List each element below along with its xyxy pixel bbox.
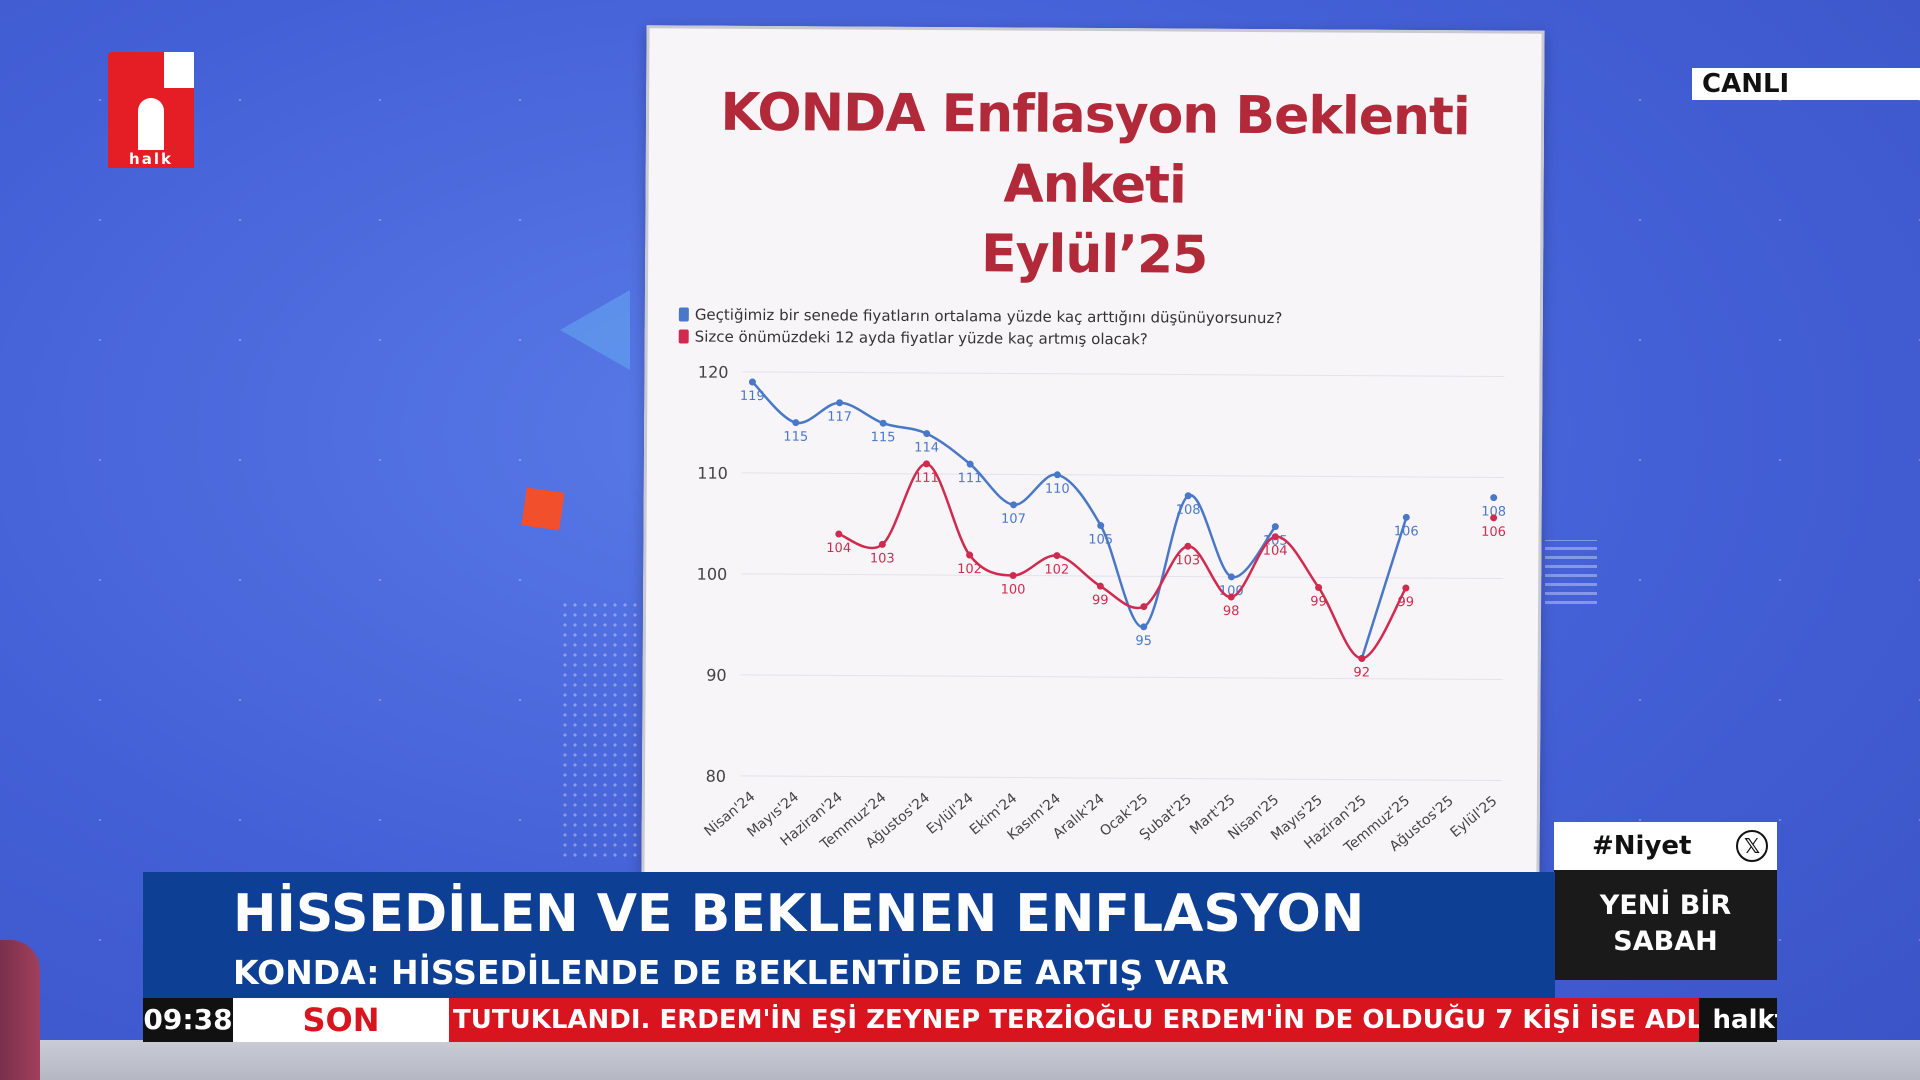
data-label-0: 106 <box>1394 524 1419 539</box>
data-label-1: 99 <box>1092 593 1109 608</box>
logo-h-gap <box>164 52 194 88</box>
series-line-1 <box>838 462 1407 660</box>
data-point-1 <box>1140 603 1148 611</box>
y-tick-label: 90 <box>706 666 726 685</box>
program-name-line2: SABAH <box>1613 926 1718 957</box>
gridline-90 <box>740 674 1503 681</box>
presenter-silhouette <box>0 940 40 1080</box>
data-label-0: 115 <box>871 430 896 445</box>
chart-board: KONDA Enflasyon Beklenti Anketi Eylül’25… <box>641 25 1545 883</box>
y-tick-label: 100 <box>697 565 728 584</box>
data-point-1 <box>923 460 931 468</box>
data-point-1 <box>878 540 886 548</box>
logo-text: halk <box>108 150 194 168</box>
data-label-1: 102 <box>957 562 982 577</box>
gridline-80 <box>740 775 1503 782</box>
line-chart: 8090100110120Nisan'24Mayıs'24Haziran'24T… <box>697 363 1506 857</box>
data-point-0 <box>1053 471 1061 479</box>
data-point-0 <box>1010 501 1018 509</box>
data-point-0 <box>879 419 887 427</box>
data-label-0: 108 <box>1481 505 1506 520</box>
data-point-1 <box>1227 593 1235 601</box>
ticker-text: TUTUKLANDI. ERDEM'İN EŞİ ZEYNEP TERZİOĞL… <box>453 1005 1699 1035</box>
data-label-1: 111 <box>914 471 939 486</box>
program-name-line1: YENİ BİR <box>1599 890 1732 921</box>
data-label-0: 111 <box>958 471 983 486</box>
studio-floor <box>0 1040 1920 1080</box>
news-ticker: 09:38 SON DAKİKA TUTUKLANDI. ERDEM'İN EŞ… <box>143 998 1777 1042</box>
data-point-1 <box>966 551 974 559</box>
data-point-0 <box>1140 623 1148 631</box>
data-point-1 <box>1271 533 1279 541</box>
x-logo-icon: 𝕏 <box>1736 830 1768 862</box>
data-point-1 <box>1490 514 1498 522</box>
x-tick-label: Eylül'24 <box>924 790 977 838</box>
data-label-1: 100 <box>1001 582 1026 597</box>
data-point-0 <box>748 378 756 386</box>
data-point-0 <box>1097 522 1105 530</box>
data-label-1: 103 <box>1175 553 1200 568</box>
gridline-110 <box>741 472 1504 479</box>
y-tick-label: 80 <box>706 767 726 786</box>
data-label-0: 108 <box>1176 503 1201 518</box>
data-label-1: 104 <box>826 541 851 556</box>
data-label-0: 114 <box>914 441 939 456</box>
data-point-1 <box>1184 542 1192 550</box>
data-point-1 <box>835 530 843 538</box>
y-tick-label: 120 <box>698 363 729 382</box>
data-point-0 <box>1402 513 1410 521</box>
background-dot-grid <box>560 600 640 860</box>
series-line-0 <box>1360 516 1408 659</box>
data-label-1: 98 <box>1223 604 1240 619</box>
data-label-0: 95 <box>1135 634 1152 649</box>
headline: HİSSEDİLEN VE BEKLENEN ENFLASYON <box>233 884 1365 944</box>
subheadline: KONDA: HİSSEDİLENDE DE BEKLENTİDE DE ART… <box>233 953 1230 992</box>
data-label-1: 102 <box>1044 563 1069 578</box>
ticker-clock: 09:38 <box>143 998 233 1042</box>
data-point-0 <box>923 430 931 438</box>
program-panel: #Niyet 𝕏 YENİ BİR SABAH <box>1554 822 1777 980</box>
data-label-0: 115 <box>783 430 808 445</box>
data-point-1 <box>1053 552 1061 560</box>
data-label-1: 104 <box>1263 544 1288 559</box>
data-label-0: 105 <box>1088 532 1113 547</box>
data-label-1: 106 <box>1481 525 1506 540</box>
gridline-100 <box>741 573 1504 580</box>
data-label-0: 119 <box>740 389 765 404</box>
background-triangle <box>560 290 630 370</box>
data-label-1: 103 <box>870 551 895 566</box>
data-point-1 <box>1096 582 1104 590</box>
data-point-0 <box>1184 492 1192 500</box>
data-label-0: 107 <box>1001 512 1026 527</box>
data-point-0 <box>792 419 800 427</box>
background-orange-square <box>521 487 565 531</box>
gridline-120 <box>742 371 1505 378</box>
data-point-0 <box>1227 573 1235 581</box>
data-label-1: 99 <box>1397 595 1414 610</box>
data-point-0 <box>836 399 844 407</box>
data-point-0 <box>966 460 974 468</box>
website-label: halktv.com.tr <box>1699 998 1777 1042</box>
y-tick-label: 110 <box>697 464 728 483</box>
data-point-1 <box>1402 584 1410 592</box>
data-point-1 <box>1315 583 1323 591</box>
x-tick-label: Eylül'25 <box>1448 793 1501 841</box>
data-point-0 <box>1490 494 1498 502</box>
data-label-0: 117 <box>827 410 852 425</box>
data-label-1: 92 <box>1353 665 1370 680</box>
logo-h-cut <box>138 98 164 152</box>
data-point-1 <box>1009 572 1017 580</box>
data-point-1 <box>1358 654 1366 662</box>
program-name: YENİ BİR SABAH <box>1554 870 1777 980</box>
halk-tv-logo: halk <box>108 52 194 168</box>
background-stripes <box>1545 540 1597 604</box>
live-badge: CANLI <box>1692 68 1920 100</box>
lower-third: HİSSEDİLEN VE BEKLENEN ENFLASYON KONDA: … <box>143 872 1555 998</box>
data-point-0 <box>1271 523 1279 531</box>
data-label-0: 110 <box>1045 482 1070 497</box>
data-label-1: 99 <box>1310 594 1327 609</box>
breaking-news-label: SON DAKİKA <box>233 998 449 1042</box>
